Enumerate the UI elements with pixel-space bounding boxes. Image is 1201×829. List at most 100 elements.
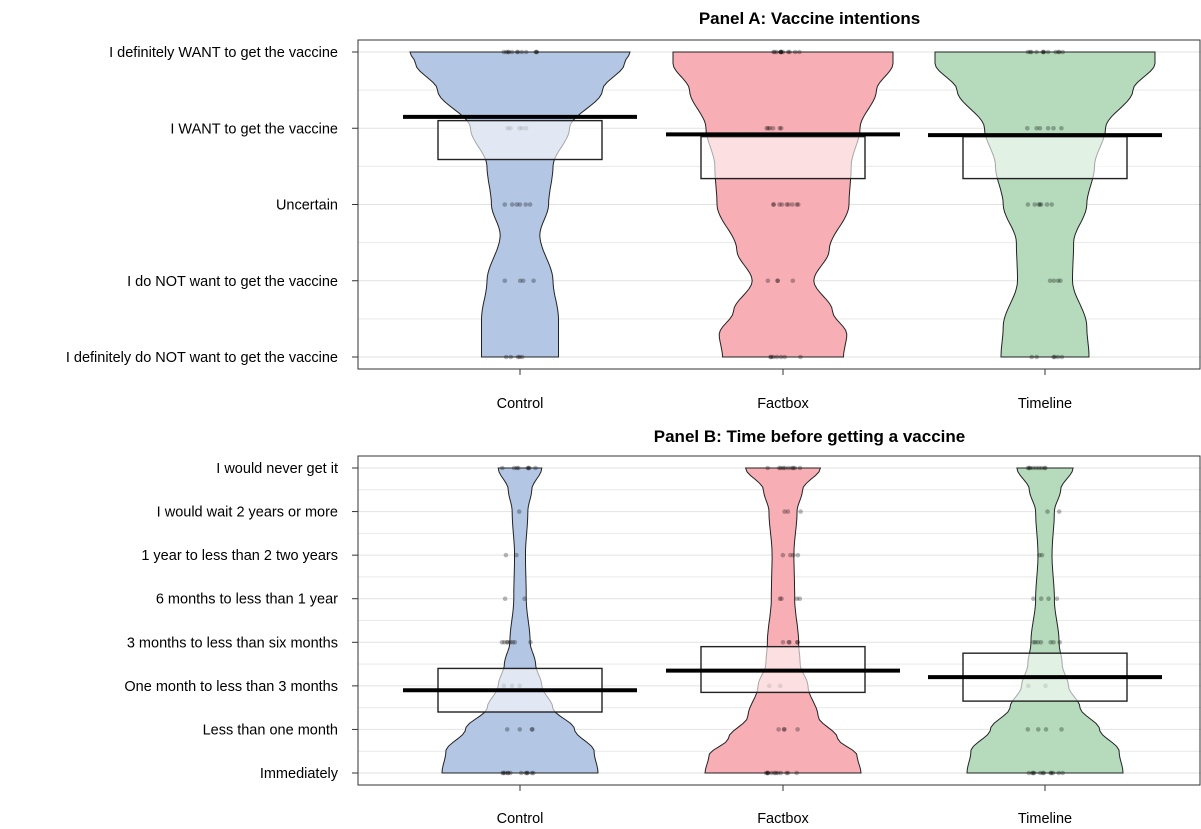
data-point <box>1042 465 1047 471</box>
data-point <box>789 465 795 471</box>
data-point <box>1059 727 1064 732</box>
data-point <box>1051 278 1057 284</box>
data-point <box>501 49 507 55</box>
data-point <box>1033 465 1039 471</box>
data-point <box>795 639 800 645</box>
data-point <box>523 49 529 55</box>
data-point <box>516 465 521 471</box>
y-tick-label: I WANT to get the vaccine <box>170 121 338 137</box>
data-point <box>791 552 796 558</box>
y-tick-label: Uncertain <box>276 198 338 214</box>
y-tick-label: 1 year to less than 2 two years <box>141 548 338 564</box>
data-point <box>1054 596 1060 602</box>
data-point <box>772 49 777 55</box>
data-point <box>775 278 780 284</box>
ci-box <box>700 135 866 180</box>
data-point <box>1041 49 1046 55</box>
data-point <box>780 552 786 558</box>
data-point <box>768 354 774 360</box>
y-tick-label: Immediately <box>260 766 339 782</box>
data-point <box>1038 596 1044 602</box>
data-point <box>1051 354 1056 360</box>
data-point <box>1034 49 1039 55</box>
data-point <box>502 596 508 602</box>
data-point <box>782 509 787 514</box>
data-point <box>774 49 779 55</box>
data-point <box>499 639 505 645</box>
data-point <box>533 465 538 471</box>
data-point <box>1030 770 1035 776</box>
data-point <box>1025 125 1030 131</box>
data-point <box>772 770 777 776</box>
data-point <box>765 278 771 284</box>
data-point <box>515 49 521 55</box>
data-point <box>769 770 774 776</box>
data-point <box>525 465 531 471</box>
data-point <box>1031 596 1036 602</box>
data-point <box>1033 639 1038 645</box>
data-point <box>1043 465 1048 471</box>
y-tick-label: I definitely WANT to get the vaccine <box>109 45 338 61</box>
data-point <box>1056 770 1062 776</box>
data-point <box>1053 49 1058 55</box>
data-point <box>1052 354 1057 360</box>
data-point <box>1056 49 1061 55</box>
data-point <box>765 770 770 776</box>
data-point <box>519 49 525 55</box>
y-tick-label: 6 months to less than 1 year <box>156 592 338 608</box>
data-point <box>517 202 523 207</box>
data-point <box>1051 125 1056 131</box>
data-point <box>528 639 533 645</box>
ci-box <box>962 135 1128 180</box>
data-point <box>534 49 540 55</box>
x-tick-label: Factbox <box>757 396 809 412</box>
data-point <box>1030 465 1036 471</box>
data-point <box>1057 639 1062 645</box>
data-point <box>1035 639 1041 645</box>
x-tick-label: Timeline <box>1018 811 1072 827</box>
data-point <box>787 639 792 645</box>
data-point <box>794 202 800 207</box>
ci-box <box>437 119 603 161</box>
data-point <box>534 49 539 55</box>
data-point <box>530 727 535 732</box>
data-point <box>765 770 771 776</box>
data-point <box>774 354 780 360</box>
panel-title: Panel A: Vaccine intentions <box>699 9 920 28</box>
data-point <box>1041 49 1047 55</box>
data-point <box>504 727 510 732</box>
data-point <box>519 770 524 776</box>
data-point <box>1046 596 1051 602</box>
data-point <box>784 770 789 776</box>
data-point <box>1025 465 1031 471</box>
data-point <box>768 354 773 360</box>
plot-frame <box>357 455 1201 786</box>
violin-control <box>409 51 631 358</box>
data-point <box>771 49 776 55</box>
data-point <box>531 278 536 284</box>
data-point <box>782 727 787 732</box>
data-point <box>782 465 788 471</box>
data-point <box>514 465 520 471</box>
data-point <box>797 465 803 471</box>
data-point <box>767 125 773 131</box>
data-point <box>519 354 525 360</box>
data-point <box>765 125 771 131</box>
data-point <box>531 770 536 776</box>
data-point <box>508 639 513 645</box>
data-point <box>777 596 783 602</box>
data-point <box>1059 125 1064 131</box>
data-point <box>778 49 784 55</box>
data-point <box>503 354 509 360</box>
data-point <box>529 727 535 732</box>
data-point <box>1025 202 1031 207</box>
data-point <box>510 639 515 645</box>
data-point <box>792 465 798 471</box>
data-point <box>764 125 769 131</box>
data-point <box>1029 49 1034 55</box>
data-point <box>520 278 526 284</box>
panel-title: Panel B: Time before getting a vaccine <box>654 427 965 446</box>
data-point <box>1044 202 1050 207</box>
data-point <box>794 596 800 602</box>
